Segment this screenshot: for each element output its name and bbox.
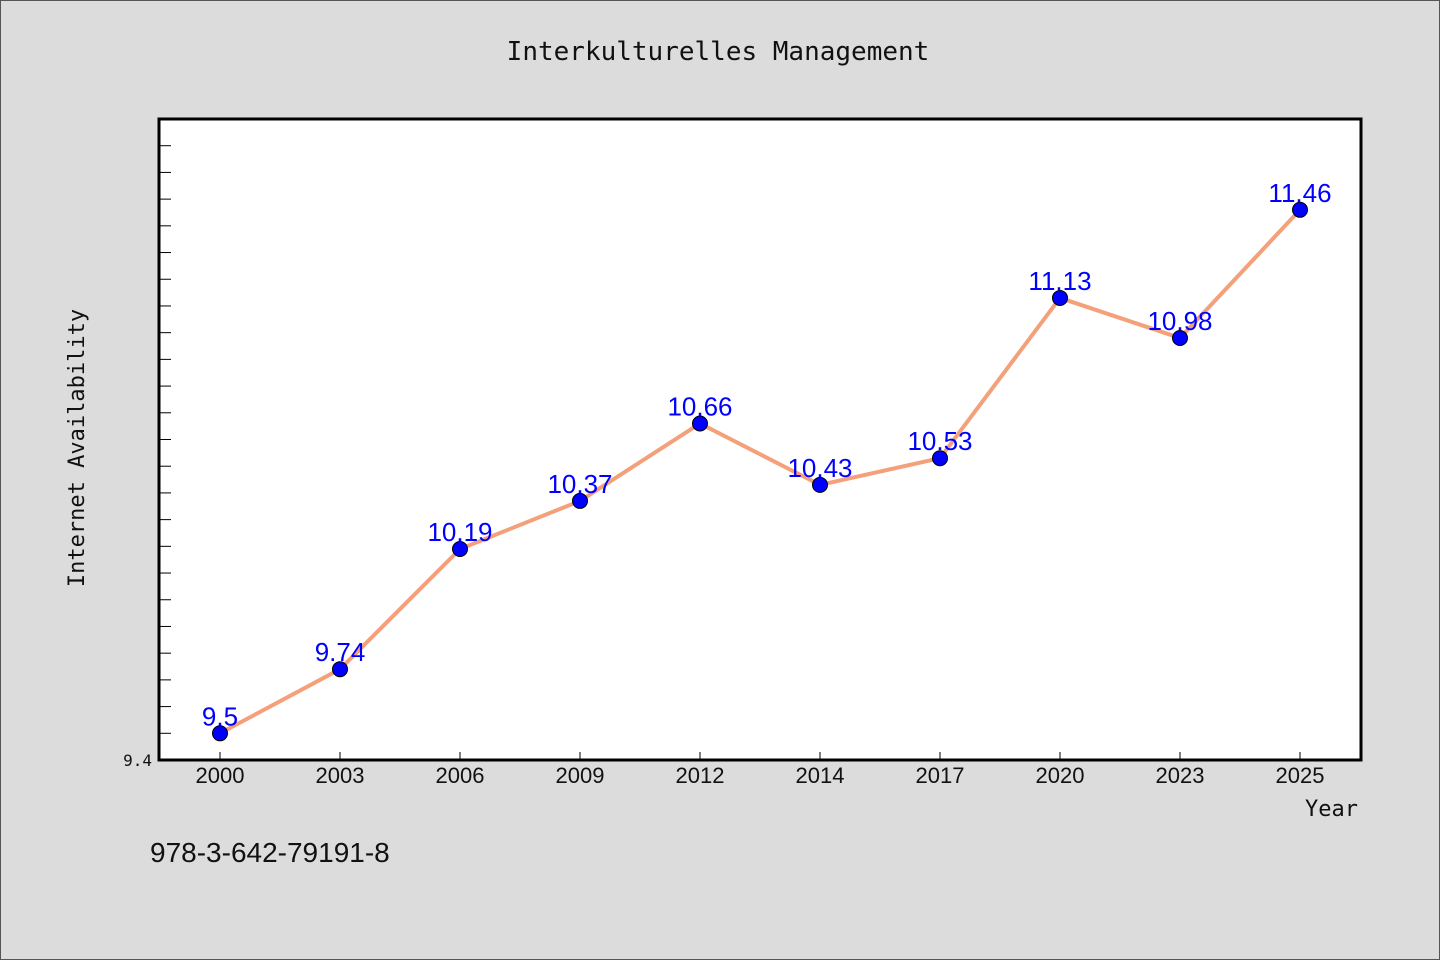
y-axis-label: Internet Availability <box>65 309 90 587</box>
data-point <box>932 450 948 467</box>
data-point <box>212 725 228 742</box>
data-label: 10.43 <box>787 453 852 483</box>
data-label: 11.13 <box>1028 266 1091 296</box>
data-label: 11.46 <box>1268 178 1331 208</box>
data-point <box>692 415 708 432</box>
data-point <box>452 541 468 558</box>
data-label: 10.98 <box>1147 306 1212 336</box>
x-tick-label: 2014 <box>796 763 845 788</box>
data-point <box>1172 330 1188 347</box>
x-tick-label: 2006 <box>436 763 485 788</box>
data-point <box>1292 201 1308 218</box>
x-axis: 2000 2003 2006 2009 2012 2014 2017 2020 2023 2025 <box>196 752 1325 788</box>
data-label: 10.19 <box>427 517 492 547</box>
x-tick-label: 2012 <box>676 763 725 788</box>
x-tick-label: 2025 <box>1276 763 1325 788</box>
data-point <box>812 476 828 493</box>
x-tick-label: 2023 <box>1156 763 1205 788</box>
x-tick-label: 2003 <box>316 763 365 788</box>
data-label: 9.5 <box>202 701 238 731</box>
data-label: 10.53 <box>907 426 972 456</box>
data-point <box>572 492 588 509</box>
x-axis-label: Year <box>1305 797 1358 822</box>
series-line <box>218 207 1302 736</box>
y-axis-ticks <box>159 145 171 734</box>
data-label: 10.66 <box>667 391 732 421</box>
y-tick-label-min: 9.4 <box>123 751 152 770</box>
x-tick-label: 2000 <box>196 763 245 788</box>
x-tick-label: 2020 <box>1036 763 1085 788</box>
plot-area <box>157 117 1363 762</box>
x-tick-label: 2017 <box>916 763 965 788</box>
isbn-text: 978-3-642-79191-8 <box>150 837 390 868</box>
data-point <box>1052 289 1068 306</box>
chart-title: Interkulturelles Management <box>507 37 930 67</box>
data-label: 9.74 <box>315 637 366 667</box>
data-label: 10.37 <box>547 469 612 499</box>
x-tick-label: 2009 <box>556 763 605 788</box>
series-layer: 9.5 9.74 10.19 10.37 10.66 10.43 10.53 11.13 10.… <box>202 178 1332 742</box>
data-point <box>332 661 348 678</box>
